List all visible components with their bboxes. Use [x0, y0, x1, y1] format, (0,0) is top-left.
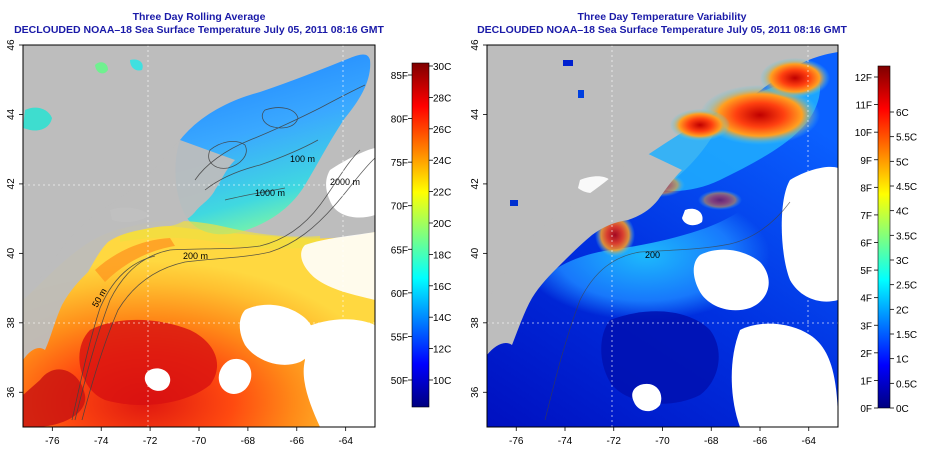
right-map-panel: Three Day Temperature Variability DECLOU… — [470, 11, 917, 447]
colorbar-tick-label: 26C — [433, 125, 451, 136]
y-tick-label: 40 — [470, 247, 481, 259]
y-tick-label: 36 — [470, 386, 481, 398]
x-tick-label: -74 — [558, 436, 573, 447]
bathymetry-contours — [544, 201, 791, 421]
colorbar-tick-label: 18C — [433, 250, 451, 261]
colorbar-tick-label: 8F — [860, 183, 872, 194]
x-tick-label: -66 — [753, 436, 768, 447]
colorbar-tick-label: 28C — [433, 93, 451, 104]
colorbar-tick-label: 6F — [860, 239, 872, 250]
y-tick-label: 42 — [6, 178, 17, 190]
y-tick-label: 44 — [470, 108, 481, 120]
left-x-axis: -76 -74 -72 -70 -68 -66 -64 — [45, 427, 353, 447]
contour-label: 1000 m — [255, 188, 285, 198]
colorbar-tick-label: 50F — [391, 376, 408, 387]
colorbar-tick-label: 65F — [391, 245, 408, 256]
colorbar-tick-label: 5C — [896, 157, 909, 168]
right-panel-title: Three Day Temperature Variability — [577, 11, 746, 23]
colorbar-tick-label: 12F — [855, 73, 872, 84]
cool-water-region — [175, 54, 371, 235]
contour-label: 200 — [645, 250, 660, 260]
colorbar-tick-label: 5F — [860, 266, 872, 277]
colorbar-tick-label: 75F — [391, 158, 408, 169]
colorbar-tick-label: 0.5C — [896, 379, 917, 390]
colorbar-tick-label: 55F — [391, 332, 408, 343]
x-tick-label: -70 — [192, 436, 207, 447]
y-tick-label: 40 — [6, 247, 17, 259]
colorbar-tick-label: 60F — [391, 289, 408, 300]
colorbar-tick-label: 10F — [855, 128, 872, 139]
contour-label: 100 m — [290, 154, 315, 164]
left-panel-subtitle: DECLOUDED NOAA–18 Sea Surface Temperatur… — [14, 24, 384, 36]
colorbar-tick-label: 1F — [860, 376, 872, 387]
colorbar-tick-label: 24C — [433, 156, 451, 167]
y-tick-label: 38 — [6, 317, 17, 329]
colorbar-tick-label: 4F — [860, 294, 872, 305]
colorbar-tick-label: 5.5C — [896, 133, 917, 144]
left-y-axis: 36 38 40 42 44 46 — [6, 39, 23, 398]
x-tick-label: -72 — [607, 436, 622, 447]
colorbar-tick-label: 4C — [896, 207, 909, 218]
right-panel-subtitle: DECLOUDED NOAA–18 Sea Surface Temperatur… — [477, 24, 847, 36]
x-tick-label: -76 — [509, 436, 524, 447]
colorbar-tick-label: 4.5C — [896, 182, 917, 193]
left-panel-title: Three Day Rolling Average — [133, 11, 266, 23]
right-y-axis: 36 38 40 42 44 46 — [470, 39, 487, 398]
colorbar-tick-label: 0C — [896, 404, 909, 415]
colorbar-tick-label: 20C — [433, 219, 451, 230]
colorbar-tick-label: 30C — [433, 62, 451, 73]
colorbar-tick-label: 6C — [896, 108, 909, 119]
colorbar-tick-label: 2C — [896, 305, 909, 316]
right-map-area — [487, 45, 838, 427]
x-tick-label: -76 — [45, 436, 60, 447]
bathymetry-contours — [71, 84, 375, 421]
colorbar-tick-label: 3F — [860, 321, 872, 332]
colorbar-tick-label: 16C — [433, 282, 451, 293]
colorbar-tick-label: 12C — [433, 345, 451, 356]
y-tick-label: 46 — [470, 39, 481, 51]
x-tick-label: -66 — [290, 436, 305, 447]
colorbar-tick-label: 85F — [391, 71, 408, 82]
y-tick-label: 42 — [470, 178, 481, 190]
x-tick-label: -68 — [704, 436, 719, 447]
right-colorbar: 12F 11F 10F 9F 8F 7F 6F 5F 4F 3F 2F 1F 0F 6C 5.5C 5C 4.… — [855, 65, 917, 415]
colorbar-tick-label: 1C — [896, 355, 909, 366]
y-tick-label: 36 — [6, 386, 17, 398]
left-map-panel: Three Day Rolling Average DECLOUDED NOAA… — [6, 11, 451, 447]
x-tick-label: -64 — [338, 436, 353, 447]
left-map-area — [23, 45, 375, 427]
colorbar-tick-label: 2F — [860, 349, 872, 360]
x-tick-label: -74 — [94, 436, 109, 447]
colorbar-tick-label: 0F — [860, 404, 872, 415]
colorbar-tick-label: 1.5C — [896, 330, 917, 341]
colorbar-tick-label: 10C — [433, 376, 451, 387]
contour-label: 200 m — [183, 251, 208, 261]
x-tick-label: -72 — [143, 436, 158, 447]
colorbar-tick-label: 70F — [391, 202, 408, 213]
colorbar-tick-label: 14C — [433, 313, 451, 324]
colorbar-tick-label: 11F — [856, 101, 873, 112]
colorbar-tick-label: 3.5C — [896, 231, 917, 242]
right-x-axis: -76 -74 -72 -70 -68 -66 -64 — [509, 427, 816, 447]
colorbar-tick-label: 2.5C — [896, 281, 917, 292]
x-tick-label: -64 — [802, 436, 817, 447]
y-tick-label: 44 — [6, 108, 17, 120]
x-tick-label: -68 — [241, 436, 256, 447]
x-tick-label: -70 — [655, 436, 670, 447]
colorbar-tick-label: 22C — [433, 188, 451, 199]
left-colorbar: 85F 80F 75F 70F 65F 60F 55F 50F 30C 28C 26C 24C 22C… — [391, 62, 451, 408]
y-tick-label: 46 — [6, 39, 17, 51]
colorbar-tick-label: 9F — [860, 156, 872, 167]
colorbar-tick-label: 3C — [896, 256, 909, 267]
colorbar-tick-label: 80F — [391, 115, 408, 126]
y-tick-label: 38 — [470, 317, 481, 329]
colorbar-tick-label: 7F — [860, 211, 872, 222]
contour-label: 2000 m — [330, 177, 360, 187]
